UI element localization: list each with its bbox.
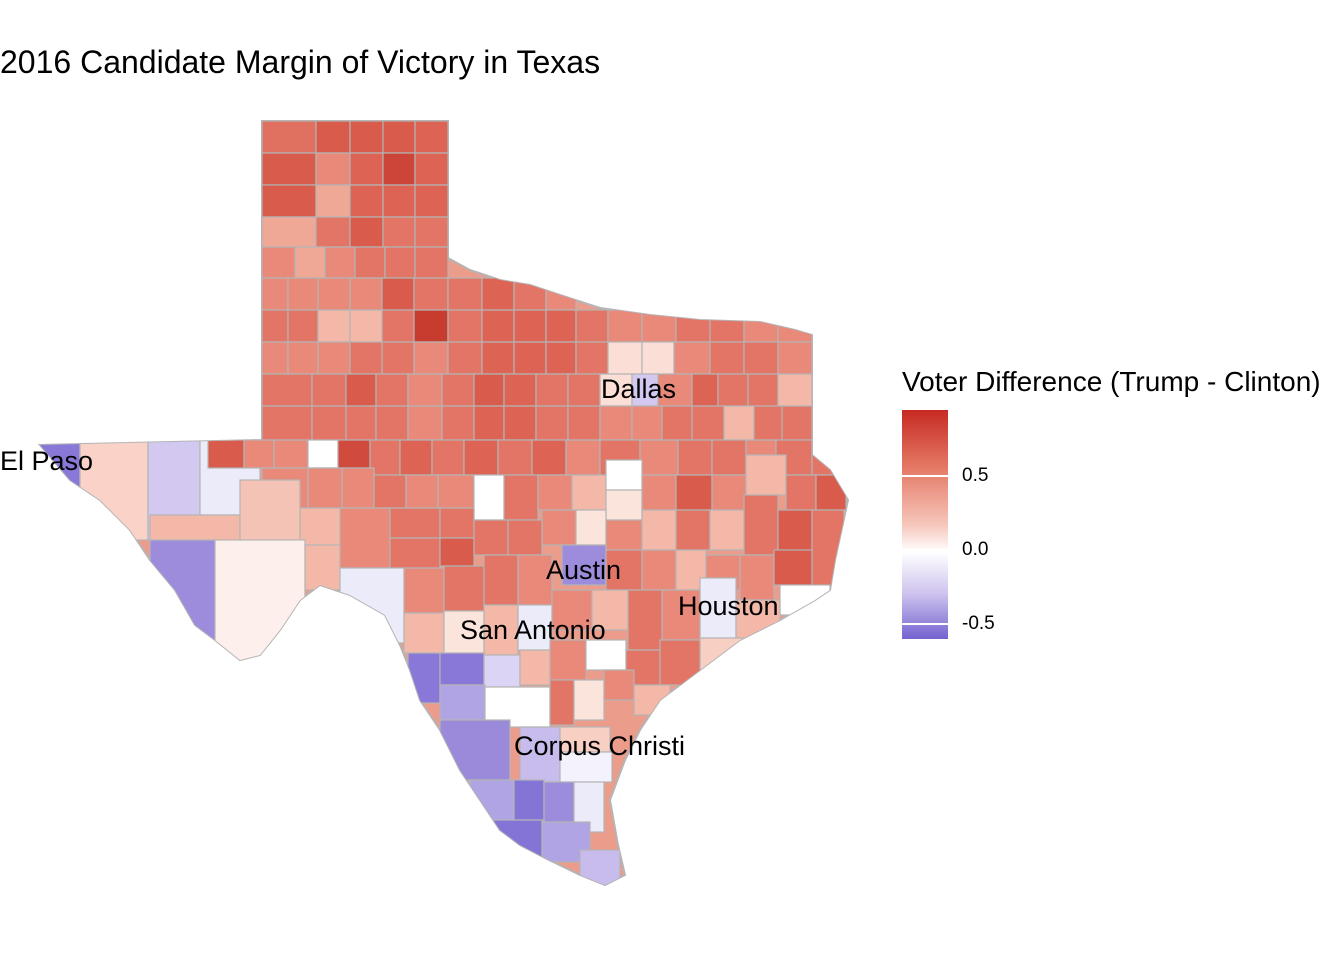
city-label-dallas: Dallas xyxy=(601,374,676,404)
city-label-el-paso: El Paso xyxy=(0,446,93,476)
city-label-san-antonio: San Antonio xyxy=(460,615,606,645)
legend-label-0-5: 0.5 xyxy=(962,465,989,486)
legend-color-bar xyxy=(902,410,948,639)
legend-label-0-0: 0.0 xyxy=(962,539,989,560)
city-label-austin: Austin xyxy=(546,555,621,585)
county-grid xyxy=(40,121,848,885)
central-counties xyxy=(261,246,813,441)
texas-county-map: El Paso Dallas Austin Houston San Antoni… xyxy=(0,120,850,887)
legend-label-neg-0-5: -0.5 xyxy=(962,613,995,634)
legend-tick-neg-0-5 xyxy=(902,623,948,625)
city-label-houston: Houston xyxy=(678,591,779,621)
legend-tick-0-0 xyxy=(902,549,948,551)
panhandle-counties xyxy=(261,121,449,248)
south-counties xyxy=(339,494,845,885)
color-legend: Voter Difference (Trump - Clinton) 0.5 0… xyxy=(902,366,1342,666)
chart-title: 2016 Candidate Margin of Victory in Texa… xyxy=(0,44,601,80)
city-labels: El Paso Dallas Austin Houston San Antoni… xyxy=(0,374,779,761)
legend-title: Voter Difference (Trump - Clinton) xyxy=(902,366,1321,397)
city-label-corpus-christi: Corpus Christi xyxy=(514,731,685,761)
legend-tick-0-5 xyxy=(902,475,948,477)
